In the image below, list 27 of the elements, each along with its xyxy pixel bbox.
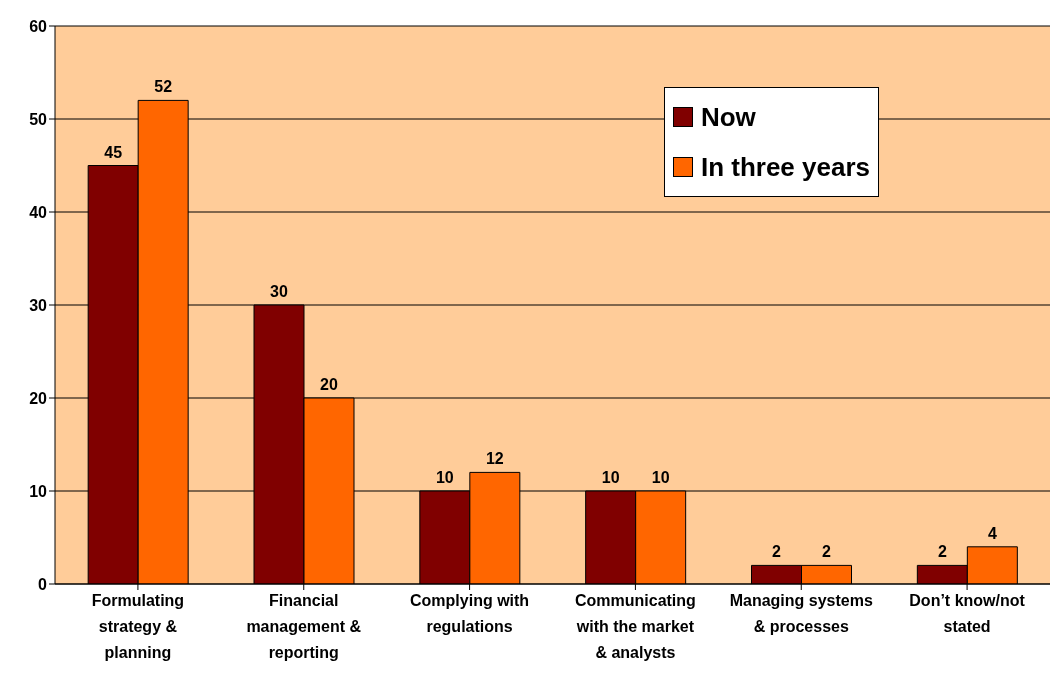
y-tick-label: 0 <box>38 575 48 593</box>
x-tick-label: Complying with regulations <box>410 592 530 635</box>
data-label: 52 <box>154 78 173 96</box>
data-label: 30 <box>270 283 288 300</box>
y-tick-label: 30 <box>29 296 48 314</box>
y-tick-label: 20 <box>29 389 48 407</box>
data-label: 2 <box>937 543 947 561</box>
legend-label: In three years <box>699 151 870 184</box>
data-label: 4 <box>987 524 997 542</box>
x-tick-label: Managing systems & processes <box>729 592 873 635</box>
data-label: 20 <box>320 376 338 393</box>
x-tick-label: Communicating with the market & analysts <box>574 592 696 661</box>
data-label: 2 <box>772 543 782 561</box>
legend-label: Now <box>699 101 757 134</box>
data-label: 10 <box>601 469 620 486</box>
x-tick-label: Don’t know/not stated <box>909 592 1026 635</box>
data-label: 10 <box>651 469 670 486</box>
y-tick-label: 50 <box>29 110 48 128</box>
data-label: 12 <box>485 450 504 468</box>
y-tick-label: 60 <box>29 17 48 35</box>
data-label: 45 <box>104 143 123 161</box>
y-tick-label: 40 <box>29 203 48 221</box>
x-tick-label: Financial management & reporting <box>246 592 362 661</box>
y-tick-label: 10 <box>29 482 48 500</box>
data-label: 2 <box>822 543 832 561</box>
x-tick-label: Formulating strategy & planning <box>91 592 185 661</box>
data-label: 10 <box>435 469 454 486</box>
